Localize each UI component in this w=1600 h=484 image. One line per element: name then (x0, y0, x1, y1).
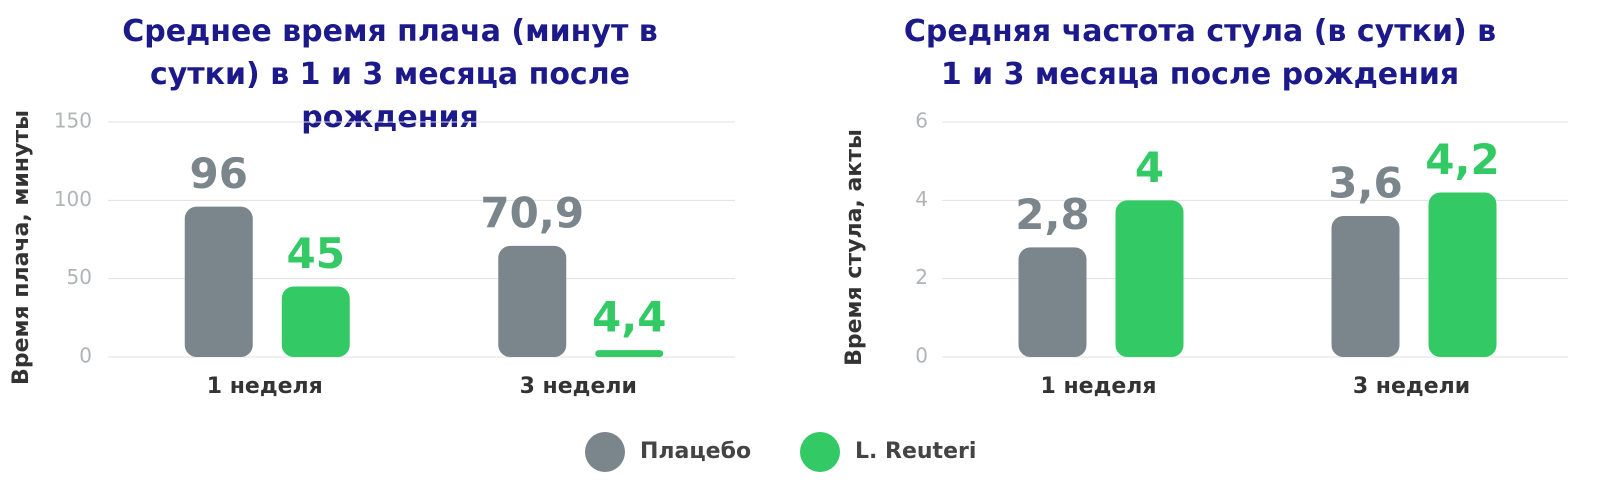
bar (281, 286, 350, 357)
x-tick-label: 1 неделя (207, 374, 323, 399)
legend-label: L. Reuteri (855, 439, 976, 464)
y-tick-label: 6 (915, 109, 928, 133)
x-tick-label: 1 неделя (1040, 374, 1156, 399)
value-label: 70,9 (480, 188, 584, 237)
y-tick-label: 0 (915, 344, 928, 368)
y-axis-label: Время стула, акты (842, 129, 867, 366)
chart-title: Среднее время плача (минут в сутки) в 1 и… (122, 14, 658, 135)
bar (498, 245, 567, 357)
y-axis-label: Время плача, минуты (9, 110, 34, 385)
value-label: 45 (287, 229, 345, 278)
y-tick-label: 0 (79, 344, 92, 368)
y-tick-label: 150 (54, 109, 92, 133)
legend-swatch (800, 432, 840, 472)
value-label: 4 (1135, 143, 1164, 192)
bar (1428, 192, 1497, 357)
value-label: 4,2 (1425, 135, 1499, 184)
bar (1115, 200, 1184, 357)
y-tick-label: 4 (915, 187, 928, 211)
bar (184, 206, 253, 357)
bar (1018, 247, 1087, 357)
legend-label: Плацебо (640, 439, 751, 464)
bar (595, 350, 664, 357)
value-label: 3,6 (1328, 159, 1402, 208)
x-tick-label: 3 недели (1353, 374, 1470, 399)
y-tick-label: 2 (915, 265, 928, 289)
y-tick-label: 100 (54, 187, 92, 211)
value-label: 2,8 (1015, 190, 1089, 239)
value-label: 4,4 (592, 293, 666, 342)
bar (1331, 216, 1400, 357)
x-tick-label: 3 недели (520, 374, 637, 399)
legend-swatch (585, 432, 625, 472)
y-tick-label: 50 (67, 265, 92, 289)
value-label: 96 (190, 149, 248, 198)
